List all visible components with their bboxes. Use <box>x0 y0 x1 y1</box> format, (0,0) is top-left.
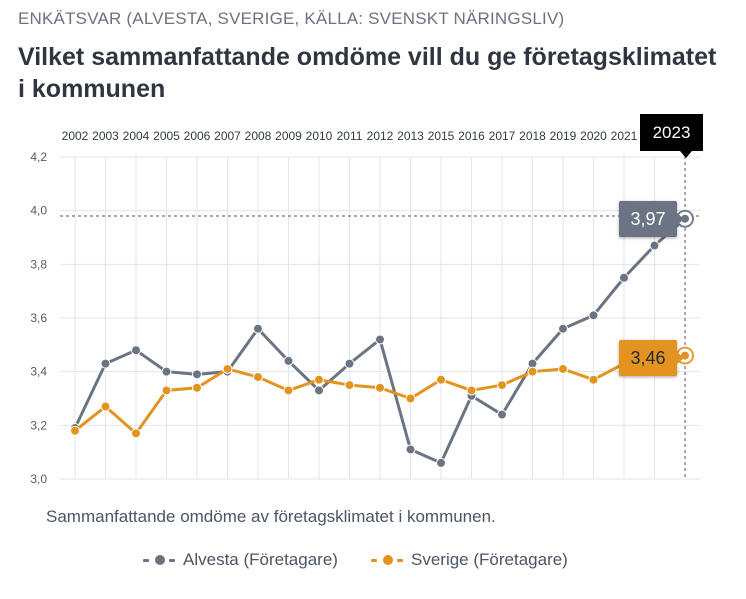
line-chart: 3,0 3,2 3,4 3,6 3,8 4,0 4,2 2002 2003 2004 2005 200… <box>30 129 700 486</box>
data-point-alvesta <box>283 355 294 366</box>
legend-swatch-alvesta <box>143 553 177 567</box>
tooltip-year: 2023 <box>640 114 703 158</box>
x-tick-label: 2003 <box>92 129 119 143</box>
y-tick-label: 3,2 <box>30 418 47 432</box>
data-point-sverige <box>253 372 263 383</box>
chart-eyebrow: ENKÄTSVAR (ALVESTA, SVERIGE, KÄLLA: SVEN… <box>18 9 565 28</box>
y-tick-label: 3,6 <box>30 311 47 325</box>
data-point-alvesta <box>344 358 355 369</box>
data-point-alvesta <box>131 345 141 356</box>
data-point-alvesta <box>100 358 111 369</box>
data-point-sverige <box>466 385 477 396</box>
chart-caption: Sammanfattande omdöme av företagsklimate… <box>46 507 496 526</box>
data-point-sverige <box>588 374 599 385</box>
x-tick-label: 2016 <box>458 129 485 143</box>
legend-item-alvesta[interactable]: Alvesta (Företagare) <box>143 550 338 570</box>
data-point-alvesta <box>405 444 416 455</box>
y-tick-label: 4,2 <box>30 150 47 164</box>
x-tick-label: 2017 <box>489 129 516 143</box>
x-tick-label: 2005 <box>153 129 180 143</box>
data-point-alvesta <box>161 366 172 377</box>
x-tick-label: 2021 <box>611 129 638 143</box>
legend-label-alvesta: Alvesta (Företagare) <box>183 550 338 569</box>
y-tick-label: 3,0 <box>30 472 47 486</box>
y-tick-label: 3,8 <box>30 257 47 271</box>
data-point-sverige <box>558 363 568 374</box>
data-point-sverige <box>283 385 294 396</box>
data-point-sverige <box>192 382 202 393</box>
data-point-alvesta <box>436 457 446 468</box>
x-tick-label: 2012 <box>367 129 394 143</box>
legend-item-sverige[interactable]: Sverige (Företagare) <box>371 550 568 570</box>
data-point-alvesta <box>375 334 385 345</box>
y-tick-label: 3,4 <box>30 365 47 379</box>
x-tick-label: 2015 <box>428 129 455 143</box>
y-tick-label: 4,0 <box>30 204 47 218</box>
x-tick-label: 2006 <box>184 129 211 143</box>
data-point-alvesta <box>192 369 202 380</box>
legend-label-sverige: Sverige (Företagare) <box>411 550 568 569</box>
data-point-sverige <box>405 393 416 404</box>
data-point-sverige <box>222 363 233 374</box>
data-point-sverige <box>314 374 324 385</box>
x-tick-label: 2008 <box>245 129 272 143</box>
alvesta-value-label: 3,97 <box>619 201 684 237</box>
data-point-sverige <box>70 425 80 436</box>
data-point-sverige <box>527 366 538 377</box>
x-tick-label: 2020 <box>580 129 607 143</box>
data-point-sverige <box>375 382 385 393</box>
data-point-alvesta <box>558 323 568 334</box>
data-point-sverige <box>436 374 446 385</box>
data-point-alvesta <box>619 272 629 283</box>
x-tick-label: 2007 <box>214 129 241 143</box>
x-tick-label: 2004 <box>123 129 150 143</box>
x-tick-label: 2018 <box>519 129 546 143</box>
legend-swatch-sverige <box>371 553 405 567</box>
x-tick-label: 2009 <box>275 129 302 143</box>
data-point-alvesta <box>588 310 599 321</box>
data-point-alvesta <box>497 409 507 420</box>
data-point-sverige <box>344 380 355 391</box>
data-point-alvesta <box>253 323 263 334</box>
chart-legend: Alvesta (Företagare) Sverige (Företagare… <box>0 550 746 580</box>
sverige-value-label: 3,46 <box>619 340 684 376</box>
data-point-sverige <box>131 428 141 439</box>
data-point-alvesta <box>649 240 660 251</box>
x-tick-label: 2002 <box>62 129 89 143</box>
x-tick-label: 2011 <box>337 129 363 143</box>
data-point-sverige <box>497 380 507 391</box>
data-point-sverige <box>161 385 172 396</box>
x-tick-label: 2019 <box>550 129 577 143</box>
data-point-alvesta <box>314 385 324 396</box>
x-tick-label: 2010 <box>306 129 333 143</box>
x-tick-label: 2013 <box>397 129 424 143</box>
chart-title: Vilket sammanfattande omdöme vill du ge … <box>18 43 717 103</box>
data-point-sverige <box>100 401 111 412</box>
